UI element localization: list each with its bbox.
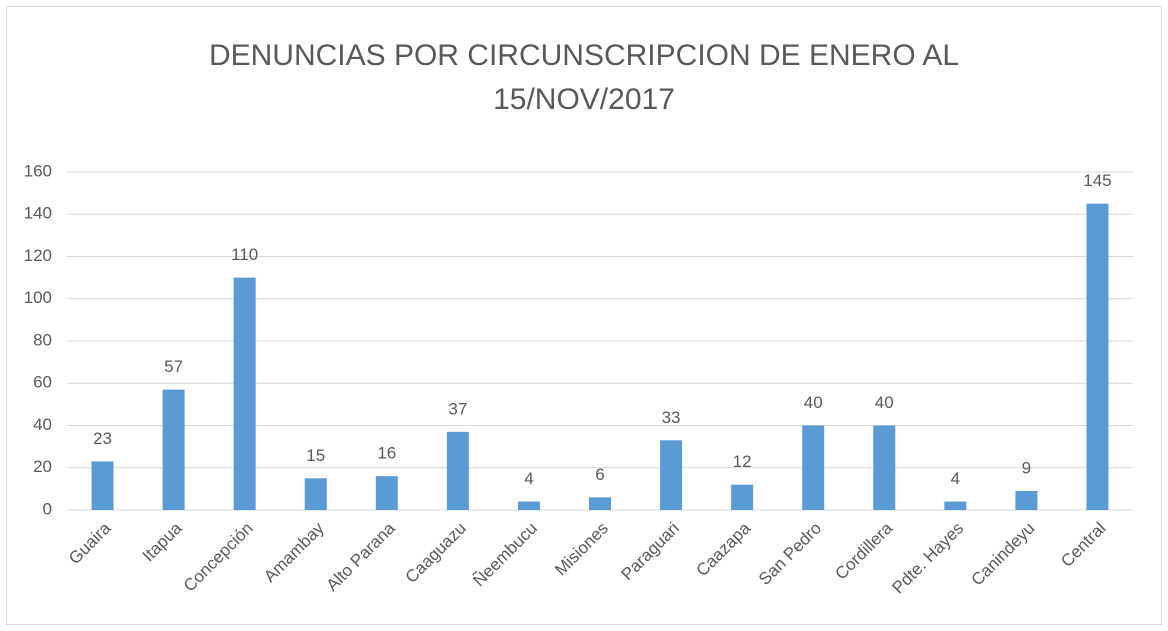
y-tick-label: 100 bbox=[24, 288, 52, 307]
y-tick-label: 120 bbox=[24, 246, 52, 265]
value-label: 37 bbox=[448, 399, 467, 418]
value-label: 12 bbox=[733, 452, 752, 471]
bar bbox=[1015, 490, 1038, 510]
y-tick-label: 0 bbox=[43, 499, 52, 518]
value-label: 33 bbox=[662, 408, 681, 427]
bar bbox=[517, 501, 540, 510]
bar bbox=[802, 425, 825, 510]
bar bbox=[91, 461, 114, 510]
value-label: 40 bbox=[875, 393, 894, 412]
value-label: 16 bbox=[377, 444, 396, 463]
value-label: 4 bbox=[951, 469, 960, 488]
value-label: 15 bbox=[306, 446, 325, 465]
y-tick-label: 20 bbox=[33, 457, 52, 476]
value-label: 110 bbox=[231, 245, 258, 264]
y-tick-label: 60 bbox=[33, 373, 52, 392]
bar bbox=[731, 484, 754, 510]
y-tick-label: 140 bbox=[24, 204, 52, 223]
y-tick-label: 160 bbox=[24, 161, 52, 180]
value-label: 57 bbox=[164, 357, 183, 376]
y-tick-label: 40 bbox=[33, 415, 52, 434]
bar bbox=[304, 478, 327, 510]
bar bbox=[1086, 203, 1109, 510]
value-label: 23 bbox=[93, 429, 112, 448]
bar bbox=[589, 497, 611, 510]
bar bbox=[446, 431, 469, 510]
value-label: 40 bbox=[804, 393, 823, 412]
chart-title: DENUNCIAS POR CIRCUNSCRIPCION DE ENERO A… bbox=[208, 39, 960, 116]
chart-border bbox=[6, 6, 1162, 625]
bar bbox=[162, 389, 185, 510]
bar bbox=[944, 501, 967, 510]
value-label: 9 bbox=[1022, 458, 1031, 477]
value-label: 4 bbox=[524, 469, 533, 488]
bar bbox=[375, 476, 398, 510]
bar bbox=[660, 440, 683, 510]
y-tick-label: 80 bbox=[33, 330, 52, 349]
value-label: 6 bbox=[595, 465, 604, 484]
bar bbox=[873, 425, 896, 510]
bar bbox=[233, 277, 256, 510]
value-label: 145 bbox=[1083, 171, 1111, 190]
